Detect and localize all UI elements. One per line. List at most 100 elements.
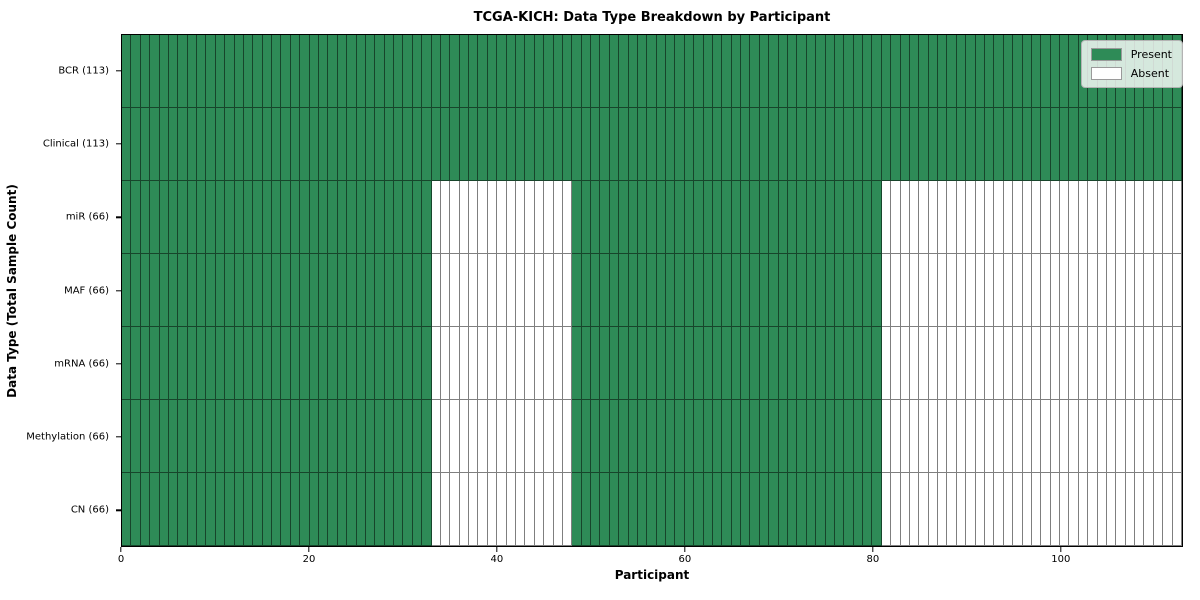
heatmap-cell	[1163, 327, 1173, 400]
heatmap-cell	[891, 327, 901, 400]
heatmap-cell	[525, 473, 535, 546]
heatmap-cell	[140, 473, 151, 546]
heatmap-cell	[1106, 181, 1117, 254]
heatmap-cell	[853, 400, 864, 473]
heatmap-cell	[281, 327, 291, 400]
heatmap-cell	[1022, 254, 1032, 327]
heatmap-cell	[947, 181, 957, 254]
heatmap-cell	[1069, 181, 1079, 254]
heatmap-cell	[581, 181, 592, 254]
heatmap-cell	[1031, 108, 1042, 181]
heatmap-cell	[422, 473, 432, 546]
y-tick-label: mRNA (66)	[54, 358, 109, 370]
heatmap-cell	[928, 473, 939, 546]
heatmap-cell	[694, 181, 704, 254]
heatmap-cell	[122, 254, 132, 327]
heatmap-cell	[694, 254, 704, 327]
heatmap-cell	[947, 327, 957, 400]
heatmap-cell	[506, 400, 516, 473]
heatmap-cell	[525, 400, 535, 473]
heatmap-cell	[1050, 108, 1061, 181]
heatmap-cell	[750, 254, 760, 327]
heatmap-cell	[1106, 108, 1117, 181]
heatmap-cell	[506, 473, 516, 546]
heatmap-cell	[525, 181, 535, 254]
heatmap-cell	[272, 35, 282, 108]
heatmap-cell	[591, 108, 601, 181]
heatmap-cell	[825, 400, 835, 473]
heatmap-cell	[741, 327, 751, 400]
heatmap-cell	[703, 400, 713, 473]
heatmap-cell	[985, 400, 995, 473]
heatmap-cell	[431, 181, 441, 254]
heatmap-cell	[337, 400, 348, 473]
heatmap-cell	[759, 400, 770, 473]
heatmap-cell	[159, 181, 169, 254]
heatmap-cell	[515, 35, 526, 108]
heatmap-cell	[262, 327, 273, 400]
heatmap-cell	[459, 35, 470, 108]
heatmap-cell	[365, 108, 376, 181]
heatmap-cell	[394, 108, 404, 181]
heatmap-cell	[909, 181, 920, 254]
heatmap-cell	[647, 254, 657, 327]
heatmap-cell	[384, 254, 395, 327]
heatmap-cell	[300, 400, 310, 473]
heatmap-cell	[440, 327, 451, 400]
heatmap-cell	[290, 473, 301, 546]
heatmap-cell	[168, 400, 179, 473]
heatmap-cell	[900, 327, 910, 400]
heatmap-cell	[684, 35, 695, 108]
heatmap-cell	[703, 35, 713, 108]
heatmap-cell	[197, 181, 207, 254]
heatmap-cell	[919, 35, 929, 108]
legend-swatch-present	[1090, 48, 1122, 61]
heatmap-cell	[656, 181, 667, 254]
heatmap-cell	[863, 108, 873, 181]
heatmap-cell	[131, 327, 141, 400]
heatmap-cell	[356, 473, 366, 546]
heatmap-cell	[544, 35, 554, 108]
heatmap-cell	[637, 181, 648, 254]
heatmap-cell	[863, 181, 873, 254]
heatmap-cell	[834, 400, 845, 473]
heatmap-cell	[637, 473, 648, 546]
heatmap-cell	[403, 327, 413, 400]
heatmap-cell	[619, 108, 629, 181]
heatmap-cell	[450, 473, 460, 546]
heatmap-cell	[647, 35, 657, 108]
heatmap-cell	[778, 35, 789, 108]
heatmap-cell	[478, 473, 488, 546]
heatmap-cell	[975, 327, 985, 400]
heatmap-cell	[403, 108, 413, 181]
heatmap-cell	[985, 254, 995, 327]
heatmap-cell	[675, 254, 685, 327]
heatmap-cell	[797, 181, 807, 254]
heatmap-cell	[1003, 400, 1014, 473]
heatmap-cell	[769, 400, 779, 473]
heatmap-cell	[712, 254, 723, 327]
heatmap-cell	[225, 473, 235, 546]
heatmap-cell	[900, 108, 910, 181]
heatmap-cell	[309, 327, 319, 400]
heatmap-cell	[328, 181, 338, 254]
heatmap-cell	[159, 400, 169, 473]
heatmap-cell	[844, 400, 854, 473]
heatmap-cell	[1022, 400, 1032, 473]
heatmap-cell	[497, 254, 507, 327]
heatmap-cell	[703, 108, 713, 181]
heatmap-cell	[1013, 254, 1023, 327]
heatmap-cell	[816, 400, 826, 473]
heatmap-cell	[440, 400, 451, 473]
heatmap-cell	[966, 327, 976, 400]
heatmap-cell	[1097, 181, 1107, 254]
heatmap-cell	[1060, 35, 1070, 108]
heatmap-cell	[1116, 400, 1126, 473]
y-tick-mark	[116, 216, 121, 218]
heatmap-cell	[844, 181, 854, 254]
heatmap-cell	[122, 181, 132, 254]
heatmap-cell	[243, 400, 254, 473]
heatmap-cell	[806, 327, 817, 400]
heatmap-cell	[422, 108, 432, 181]
heatmap-cell	[1069, 327, 1079, 400]
